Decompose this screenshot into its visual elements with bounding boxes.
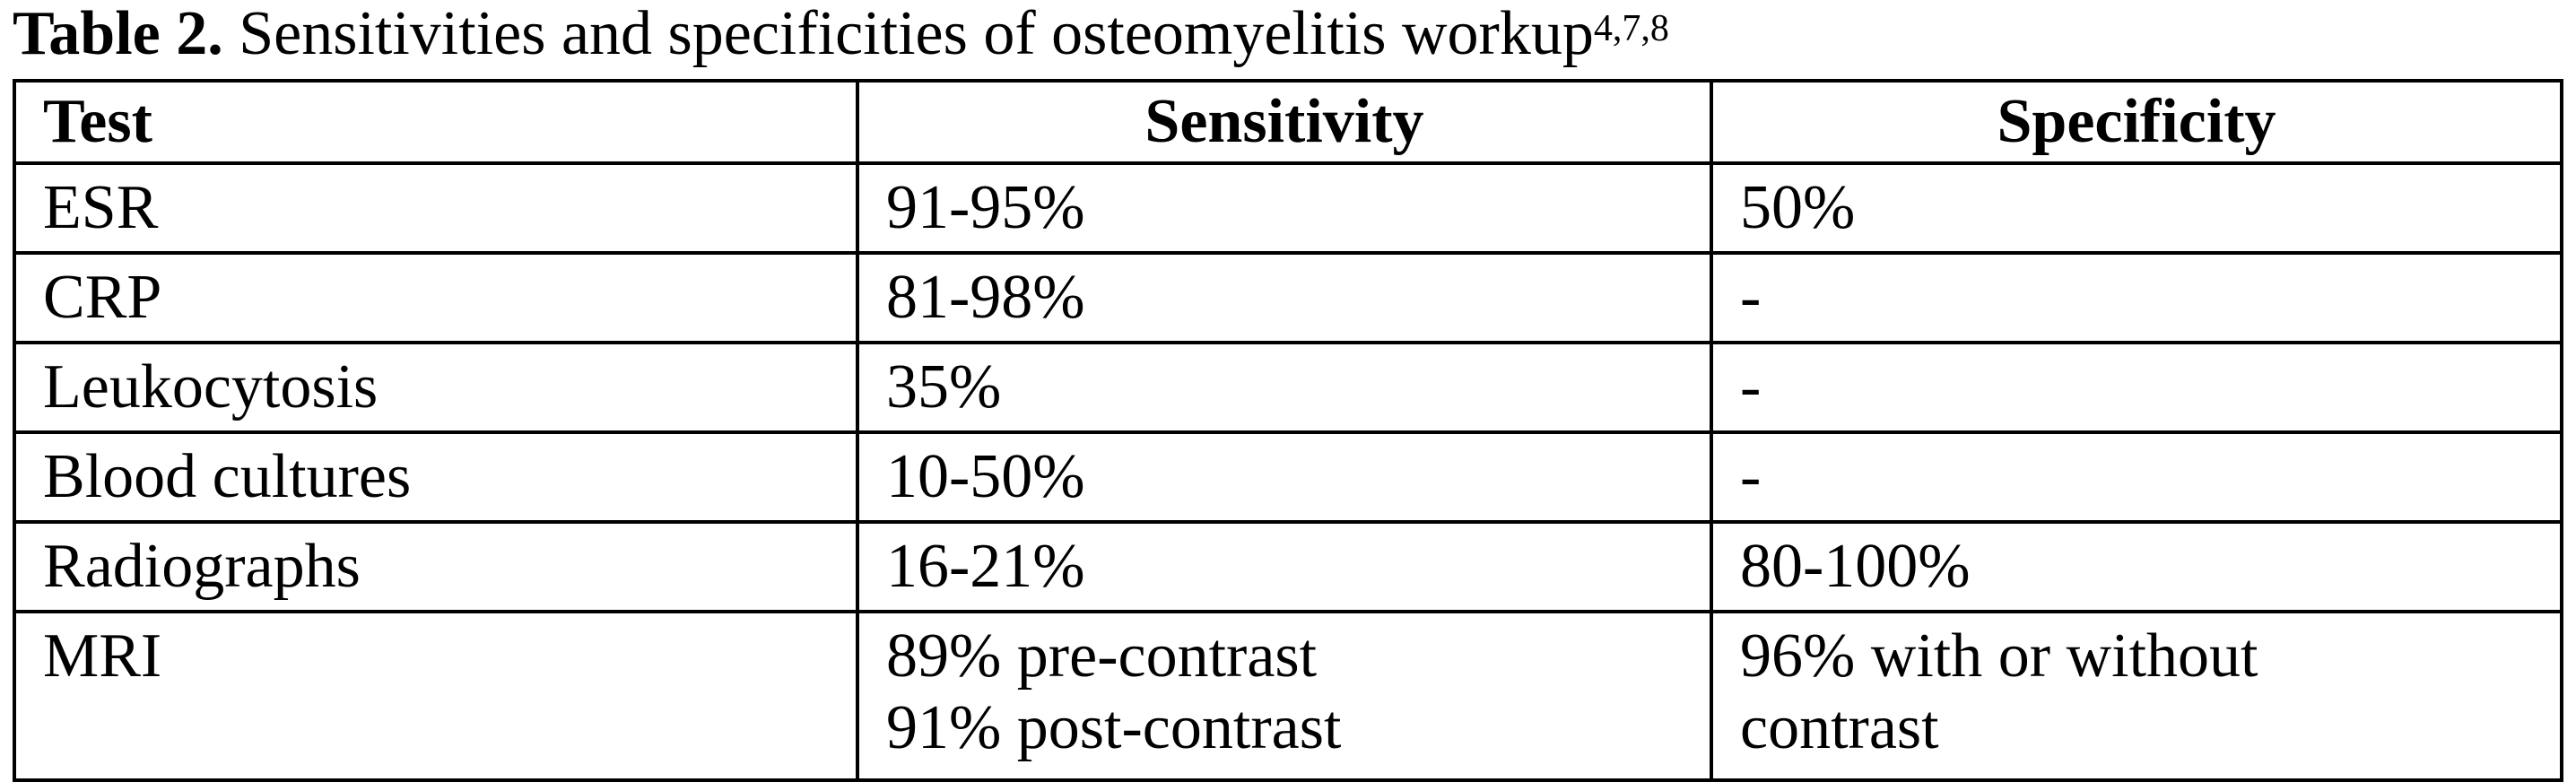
cell-line: 96% with or without [1740,621,2258,691]
sensitivity-specificity-table: Test Sensitivity Specificity ESR 91-95% … [13,79,2563,782]
cell-test: Leukocytosis [13,341,859,434]
header-sensitivity: Sensitivity [856,79,1713,165]
table-row: Radiographs 16-21% 80-100% [13,520,2563,613]
table-row: Blood cultures 10-50% - [13,430,2563,524]
table-row: CRP 81-98% - [13,251,2563,344]
cell-specificity: - [1710,341,2563,434]
caption-references: 4,7,8 [1593,8,1669,49]
header-specificity: Specificity [1710,79,2563,165]
header-row: Test Sensitivity Specificity [13,79,2563,165]
table-row: ESR 91-95% 50% [13,161,2563,255]
cell-test: Radiographs [13,520,859,613]
cell-line: 91% post-contrast [886,693,1342,762]
table-row: MRI 89% pre-contrast 91% post-contrast 9… [13,610,2563,782]
caption-label: Table 2. [13,0,223,68]
cell-specificity: 80-100% [1710,520,2563,613]
caption-text: Sensitivities and specificities of osteo… [222,0,1594,68]
cell-sensitivity: 16-21% [856,520,1713,613]
cell-specificity: - [1710,251,2563,344]
cell-sensitivity: 89% pre-contrast 91% post-contrast [856,610,1713,782]
cell-specificity: - [1710,430,2563,524]
cell-line: contrast [1740,693,1939,762]
cell-sensitivity: 91-95% [856,161,1713,255]
cell-sensitivity: 35% [856,341,1713,434]
cell-sensitivity: 81-98% [856,251,1713,344]
table-row: Leukocytosis 35% - [13,341,2563,434]
cell-test: MRI [13,610,859,782]
cell-test: ESR [13,161,859,255]
cell-test: Blood cultures [13,430,859,524]
cell-line: 89% pre-contrast [886,621,1318,691]
cell-sensitivity: 10-50% [856,430,1713,524]
header-test: Test [13,79,859,165]
cell-specificity: 50% [1710,161,2563,255]
cell-test: CRP [13,251,859,344]
table-caption: Table 2. Sensitivities and specificities… [13,0,1669,68]
cell-specificity: 96% with or without contrast [1710,610,2563,782]
